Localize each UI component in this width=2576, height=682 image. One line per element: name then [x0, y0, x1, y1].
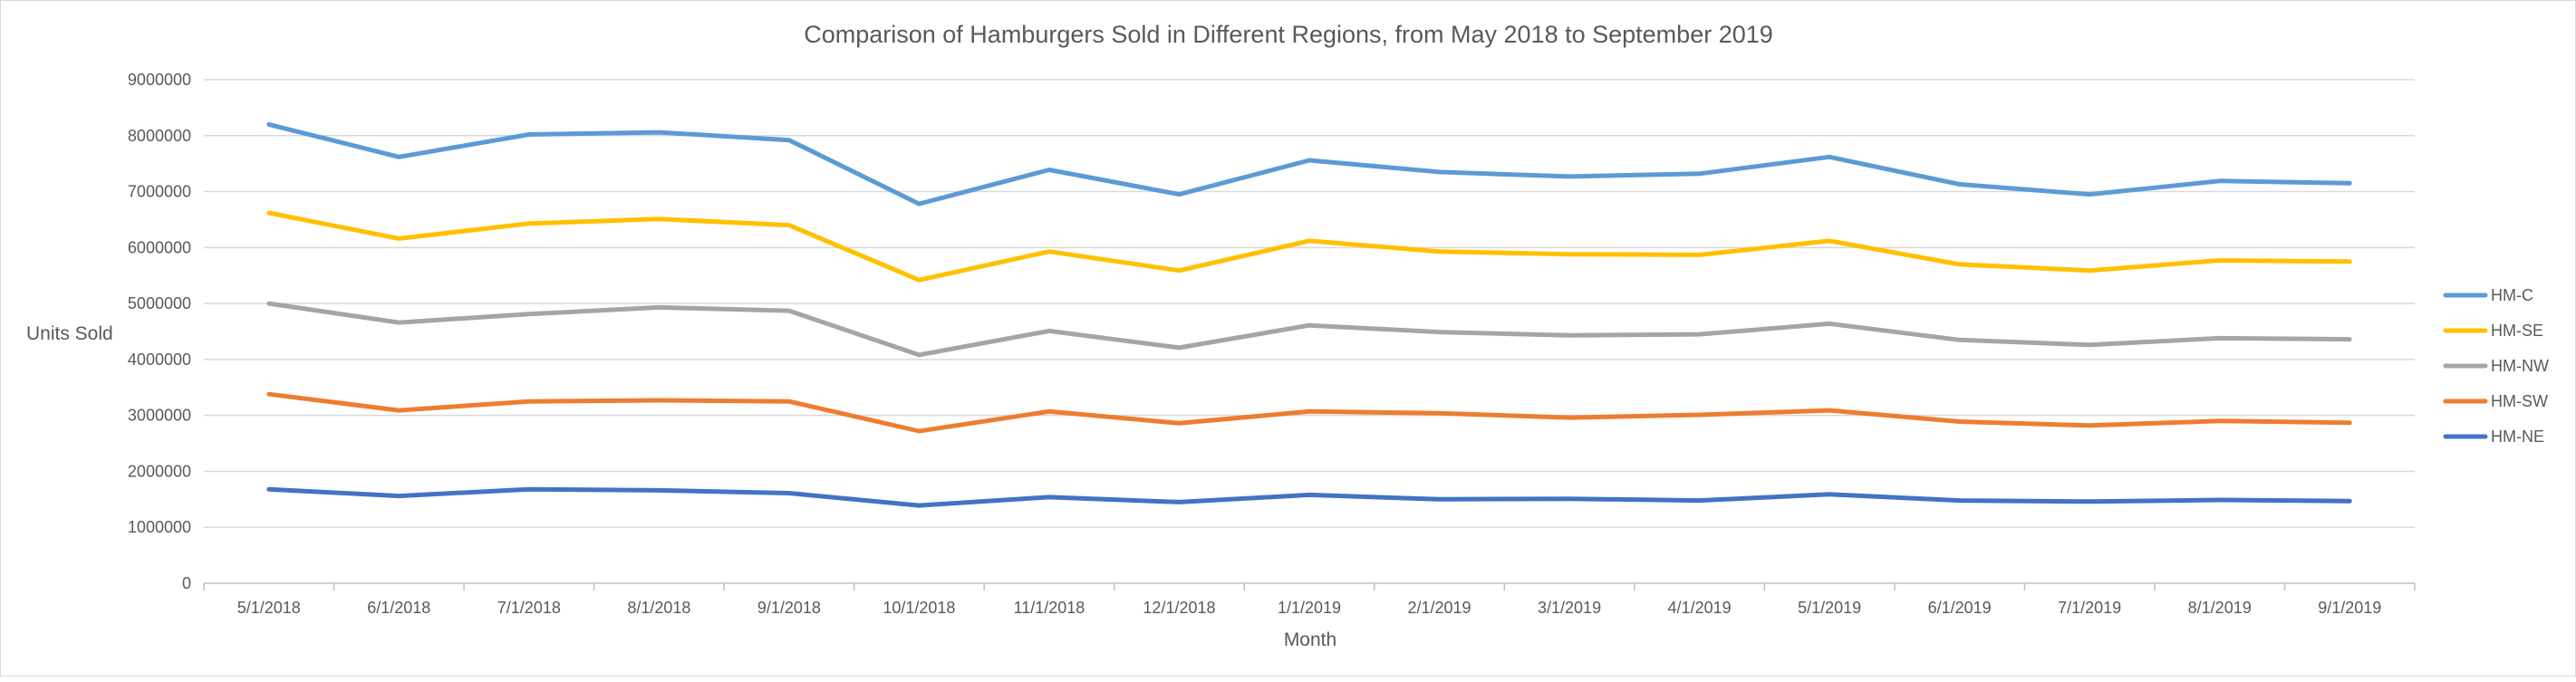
- x-tick-label: 5/1/2019: [1798, 599, 1861, 617]
- x-tick-label: 7/1/2019: [2058, 599, 2121, 617]
- x-tick-label: 7/1/2018: [497, 599, 561, 617]
- legend-label: HM-NE: [2491, 427, 2544, 446]
- x-tick-label: 8/1/2018: [627, 599, 690, 617]
- gridlines: [204, 79, 2415, 584]
- legend-label: HM-SW: [2491, 392, 2548, 410]
- y-tick-label: 4000000: [128, 351, 191, 369]
- x-tick-label: 12/1/2018: [1143, 599, 1215, 617]
- series-line-hm-sw: [266, 391, 2352, 434]
- series-line-hm-ne: [266, 486, 2352, 508]
- legend-label: HM-NW: [2491, 357, 2549, 375]
- x-tick-label: 2/1/2019: [1407, 599, 1471, 617]
- legend-label: HM-C: [2491, 286, 2533, 304]
- legend-item-hm-sw: HM-SW: [2443, 392, 2548, 410]
- y-tick-label: 5000000: [128, 294, 191, 312]
- x-tick-label: 6/1/2019: [1928, 599, 1992, 617]
- x-tick-label: 11/1/2018: [1014, 599, 1085, 617]
- x-tick-label: 3/1/2019: [1538, 599, 1601, 617]
- y-tick-label: 0: [182, 574, 191, 592]
- y-axis-label: Units Sold: [26, 323, 113, 344]
- legend-item-hm-se: HM-SE: [2443, 322, 2543, 340]
- series-lines: [266, 121, 2352, 508]
- legend: HM-C HM-SE HM-NW HM-SW HM-NE: [2443, 286, 2549, 446]
- x-tick-label: 10/1/2018: [883, 599, 955, 617]
- y-tick-label: 6000000: [128, 238, 191, 256]
- x-axis-ticks: 5/1/2018 6/1/2018 7/1/2018 8/1/2018 9/1/2018…: [203, 583, 2416, 617]
- y-tick-label: 7000000: [128, 183, 191, 201]
- x-axis-label: Month: [1284, 629, 1336, 650]
- y-tick-label: 2000000: [128, 462, 191, 480]
- x-tick-label: 9/1/2018: [757, 599, 821, 617]
- x-tick-label: 4/1/2019: [1668, 599, 1732, 617]
- x-tick-label: 8/1/2019: [2188, 599, 2252, 617]
- x-tick-label: 9/1/2019: [2318, 599, 2381, 617]
- series-line-hm-se: [266, 210, 2352, 283]
- y-tick-label: 3000000: [128, 407, 191, 425]
- y-tick-label: 9000000: [128, 71, 191, 89]
- y-tick-label: 8000000: [128, 127, 191, 145]
- y-tick-label: 1000000: [128, 518, 191, 536]
- legend-label: HM-SE: [2491, 322, 2543, 340]
- series-line-hm-c: [266, 121, 2352, 207]
- x-tick-label: 5/1/2018: [237, 599, 301, 617]
- series-line-hm-nw: [266, 301, 2352, 358]
- chart-title: Comparison of Hamburgers Sold in Differe…: [804, 21, 1773, 48]
- x-tick-label: 1/1/2019: [1278, 599, 1341, 617]
- y-axis-ticks: 0 1000000 2000000 3000000 4000000 5000000 6000…: [128, 71, 191, 592]
- legend-item-hm-c: HM-C: [2443, 286, 2533, 304]
- legend-item-hm-ne: HM-NE: [2443, 427, 2544, 446]
- legend-item-hm-nw: HM-NW: [2443, 357, 2549, 375]
- x-tick-label: 6/1/2018: [367, 599, 430, 617]
